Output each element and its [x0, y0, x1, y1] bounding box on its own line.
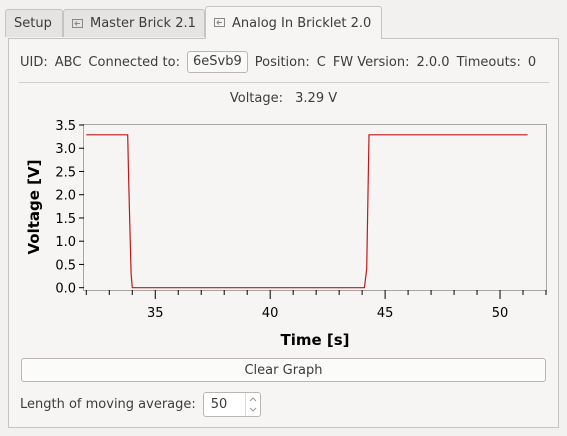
- timeouts-label: Timeouts:: [456, 54, 521, 70]
- y-axis-label: Voltage [V]: [25, 160, 43, 255]
- y-tick-label: 2.0: [55, 189, 76, 204]
- uid-label: UID:: [20, 54, 48, 70]
- tab-setup[interactable]: Setup: [5, 9, 63, 37]
- moving-average-spinbox[interactable]: 50: [202, 392, 261, 417]
- spin-down-icon: [249, 407, 257, 412]
- y-tick-label: 2.5: [55, 165, 76, 180]
- spin-up-icon: [249, 397, 257, 402]
- timeouts-value: 0: [527, 54, 537, 70]
- moving-average-value[interactable]: 50: [210, 397, 228, 412]
- bricklet-panel: UID: ABC Connected to: 6eSvb9 Position: …: [8, 38, 559, 428]
- x-tick-label: 40: [262, 306, 279, 321]
- tab-master-brick[interactable]: Master Brick 2.1: [63, 9, 205, 37]
- tab-label: Setup: [14, 16, 52, 31]
- moving-average-row: Length of moving average: 50: [20, 392, 261, 417]
- y-tick-label: 3.5: [55, 119, 76, 134]
- series-line: [86, 134, 528, 289]
- position-value: C: [316, 54, 326, 70]
- connected-to-button[interactable]: 6eSvb9: [187, 51, 248, 73]
- x-tick-label: 50: [492, 306, 509, 321]
- x-minor-ticks: [85, 290, 547, 295]
- connected-label: Connected to:: [88, 54, 180, 70]
- x-tick-label: 45: [377, 306, 394, 321]
- y-tick-label: 1.5: [55, 212, 76, 227]
- y-axis: 0.0 0.5 1.0 1.5 2.0 2.5 3.0 3.5: [55, 119, 84, 297]
- detach-icon[interactable]: [214, 18, 226, 28]
- y-tick-label: 0.0: [55, 282, 76, 297]
- plot-area: [83, 124, 547, 291]
- tab-bar: Setup Master Brick 2.1 Analog In Brickle…: [0, 0, 567, 39]
- spin-arrows[interactable]: [244, 393, 260, 416]
- voltage-readout: Voltage: 3.29 V: [9, 91, 558, 106]
- x-axis: 35 40 45 50: [147, 290, 508, 321]
- clear-graph-button[interactable]: Clear Graph: [21, 358, 546, 382]
- voltage-value: 3.29 V: [295, 91, 338, 106]
- fw-version-value: 2.0.0: [416, 54, 450, 70]
- fw-version-label: FW Version:: [332, 54, 410, 70]
- voltage-label: Voltage:: [229, 91, 284, 106]
- info-row: UID: ABC Connected to: 6eSvb9 Position: …: [20, 51, 550, 73]
- tab-label: Analog In Bricklet 2.0: [232, 15, 372, 31]
- divider: [19, 82, 549, 83]
- position-label: Position:: [254, 54, 310, 70]
- detach-icon[interactable]: [72, 18, 84, 29]
- y-tick-label: 3.0: [55, 142, 76, 157]
- y-tick-label: 0.5: [55, 258, 76, 273]
- x-tick-label: 35: [147, 306, 164, 321]
- y-tick-label: 1.0: [55, 235, 76, 250]
- tab-analog-in-bricklet[interactable]: Analog In Bricklet 2.0: [205, 6, 382, 39]
- moving-average-label: Length of moving average:: [20, 397, 196, 412]
- uid-value: ABC: [54, 54, 82, 70]
- x-axis-label: Time [s]: [280, 331, 349, 349]
- voltage-plot: 0.0 0.5 1.0 1.5 2.0 2.5 3.0 3.5 35 40 45 50 Time […: [25, 119, 547, 349]
- tab-label: Master Brick 2.1: [90, 16, 196, 31]
